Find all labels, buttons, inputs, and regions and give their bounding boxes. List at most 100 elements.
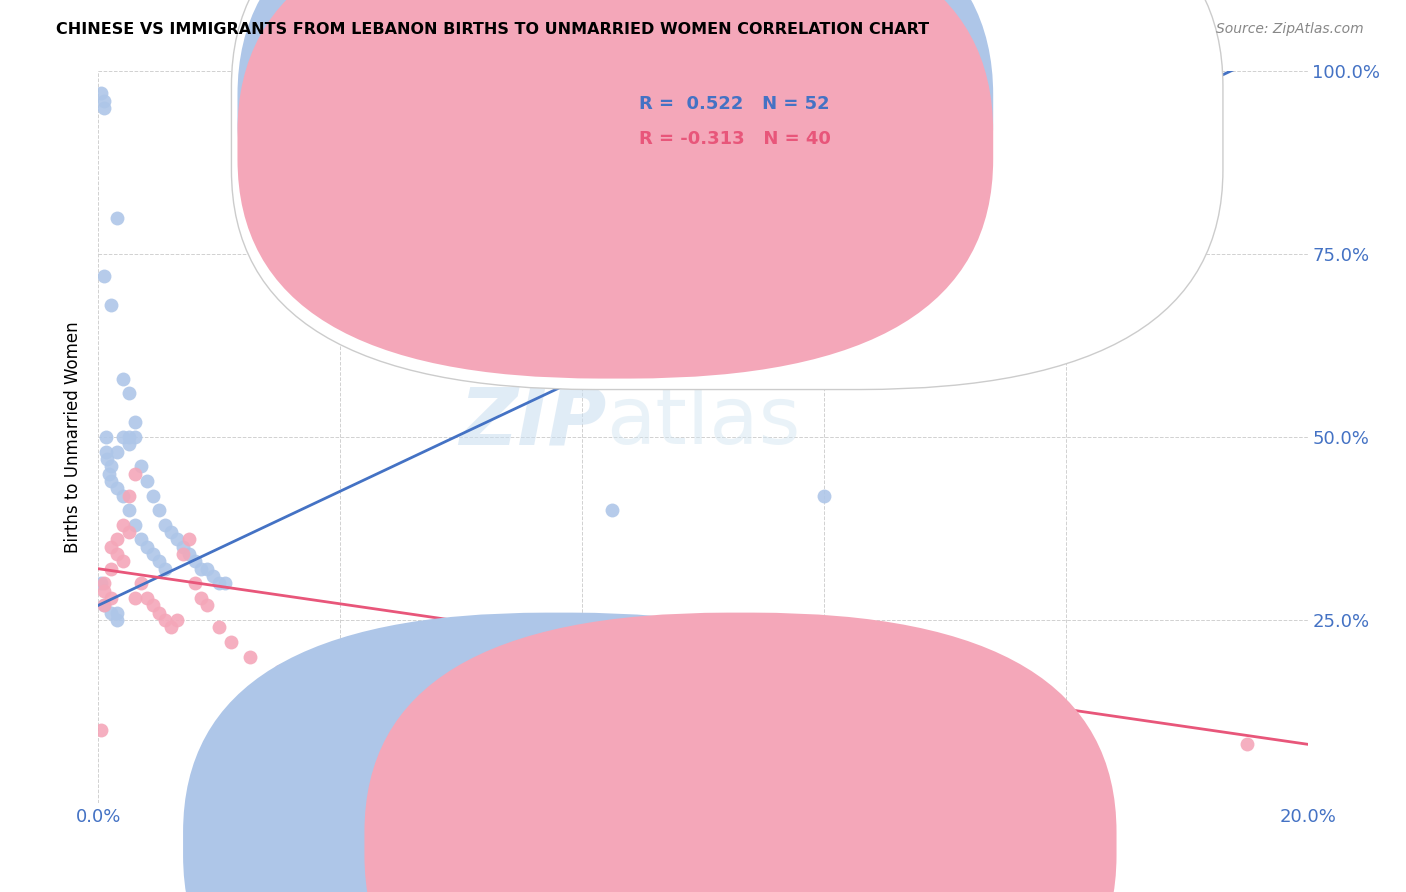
Point xyxy=(221,635,243,649)
Point xyxy=(135,540,157,554)
Point xyxy=(214,576,236,591)
Point xyxy=(631,664,654,678)
Text: Source: ZipAtlas.com: Source: ZipAtlas.com xyxy=(1216,22,1364,37)
Point xyxy=(100,606,122,620)
Point xyxy=(208,576,231,591)
Point xyxy=(142,547,165,561)
FancyBboxPatch shape xyxy=(238,0,993,378)
Point xyxy=(100,591,122,605)
Point xyxy=(153,613,176,627)
Point xyxy=(93,576,115,591)
Point xyxy=(100,459,122,474)
Text: atlas: atlas xyxy=(606,384,800,461)
Point xyxy=(111,517,134,532)
Point xyxy=(153,562,176,576)
Point xyxy=(166,613,188,627)
FancyBboxPatch shape xyxy=(183,613,935,892)
Point xyxy=(98,467,121,481)
Point xyxy=(602,635,624,649)
Y-axis label: Births to Unmarried Women: Births to Unmarried Women xyxy=(65,321,83,553)
Point xyxy=(129,533,152,547)
Point xyxy=(184,576,207,591)
Point xyxy=(118,386,141,401)
Point xyxy=(90,723,112,737)
Point xyxy=(111,430,134,444)
Point xyxy=(239,649,262,664)
Point xyxy=(844,664,866,678)
Point xyxy=(129,576,152,591)
Point xyxy=(160,620,183,634)
Point xyxy=(118,503,141,517)
FancyBboxPatch shape xyxy=(364,613,1116,892)
Point xyxy=(90,87,112,101)
Point xyxy=(1054,708,1077,723)
Point xyxy=(105,481,128,495)
Point xyxy=(93,583,115,598)
Point xyxy=(94,430,117,444)
Text: CHINESE VS IMMIGRANTS FROM LEBANON BIRTHS TO UNMARRIED WOMEN CORRELATION CHART: CHINESE VS IMMIGRANTS FROM LEBANON BIRTH… xyxy=(56,22,929,37)
Point xyxy=(172,540,194,554)
Point xyxy=(118,525,141,540)
Text: R = -0.313   N = 40: R = -0.313 N = 40 xyxy=(638,130,831,148)
Point xyxy=(105,444,128,458)
Point xyxy=(179,547,201,561)
Point xyxy=(135,474,157,488)
Point xyxy=(105,211,128,225)
Point xyxy=(100,474,122,488)
Point xyxy=(179,533,201,547)
Point xyxy=(202,569,225,583)
Point xyxy=(118,489,141,503)
Point xyxy=(111,554,134,568)
Point xyxy=(118,437,141,451)
Point xyxy=(142,489,165,503)
Point xyxy=(124,467,146,481)
Point xyxy=(90,576,112,591)
Point xyxy=(93,94,115,108)
Point xyxy=(118,430,141,444)
Point xyxy=(111,371,134,385)
Point xyxy=(93,101,115,115)
Point xyxy=(124,591,146,605)
Point xyxy=(208,620,231,634)
Point xyxy=(166,533,188,547)
Point xyxy=(100,562,122,576)
FancyBboxPatch shape xyxy=(232,0,1223,390)
Point xyxy=(148,554,170,568)
Point xyxy=(105,547,128,561)
FancyBboxPatch shape xyxy=(238,0,993,342)
Point xyxy=(105,613,128,627)
Text: ZIP: ZIP xyxy=(458,384,606,461)
Point xyxy=(160,525,183,540)
Point xyxy=(190,591,212,605)
Point xyxy=(190,562,212,576)
Point xyxy=(813,489,835,503)
Point xyxy=(129,459,152,474)
Point xyxy=(195,599,218,613)
Point xyxy=(813,635,835,649)
Point xyxy=(105,533,128,547)
Point xyxy=(148,606,170,620)
Point xyxy=(195,562,218,576)
Point xyxy=(142,599,165,613)
Point xyxy=(153,517,176,532)
Point xyxy=(269,664,291,678)
Point xyxy=(148,503,170,517)
Point xyxy=(124,416,146,430)
Point xyxy=(1236,737,1258,751)
Point xyxy=(329,723,352,737)
Point xyxy=(124,517,146,532)
Text: R =  0.522   N = 52: R = 0.522 N = 52 xyxy=(638,95,830,113)
Point xyxy=(100,298,122,312)
Point xyxy=(602,503,624,517)
Point xyxy=(93,599,115,613)
Point xyxy=(184,554,207,568)
Point xyxy=(481,334,503,349)
Point xyxy=(135,591,157,605)
Point xyxy=(105,606,128,620)
Text: Immigrants from Lebanon: Immigrants from Lebanon xyxy=(759,836,976,854)
Point xyxy=(111,489,134,503)
Point xyxy=(96,444,118,458)
Point xyxy=(93,599,115,613)
Point xyxy=(96,452,118,467)
Point xyxy=(93,269,115,284)
